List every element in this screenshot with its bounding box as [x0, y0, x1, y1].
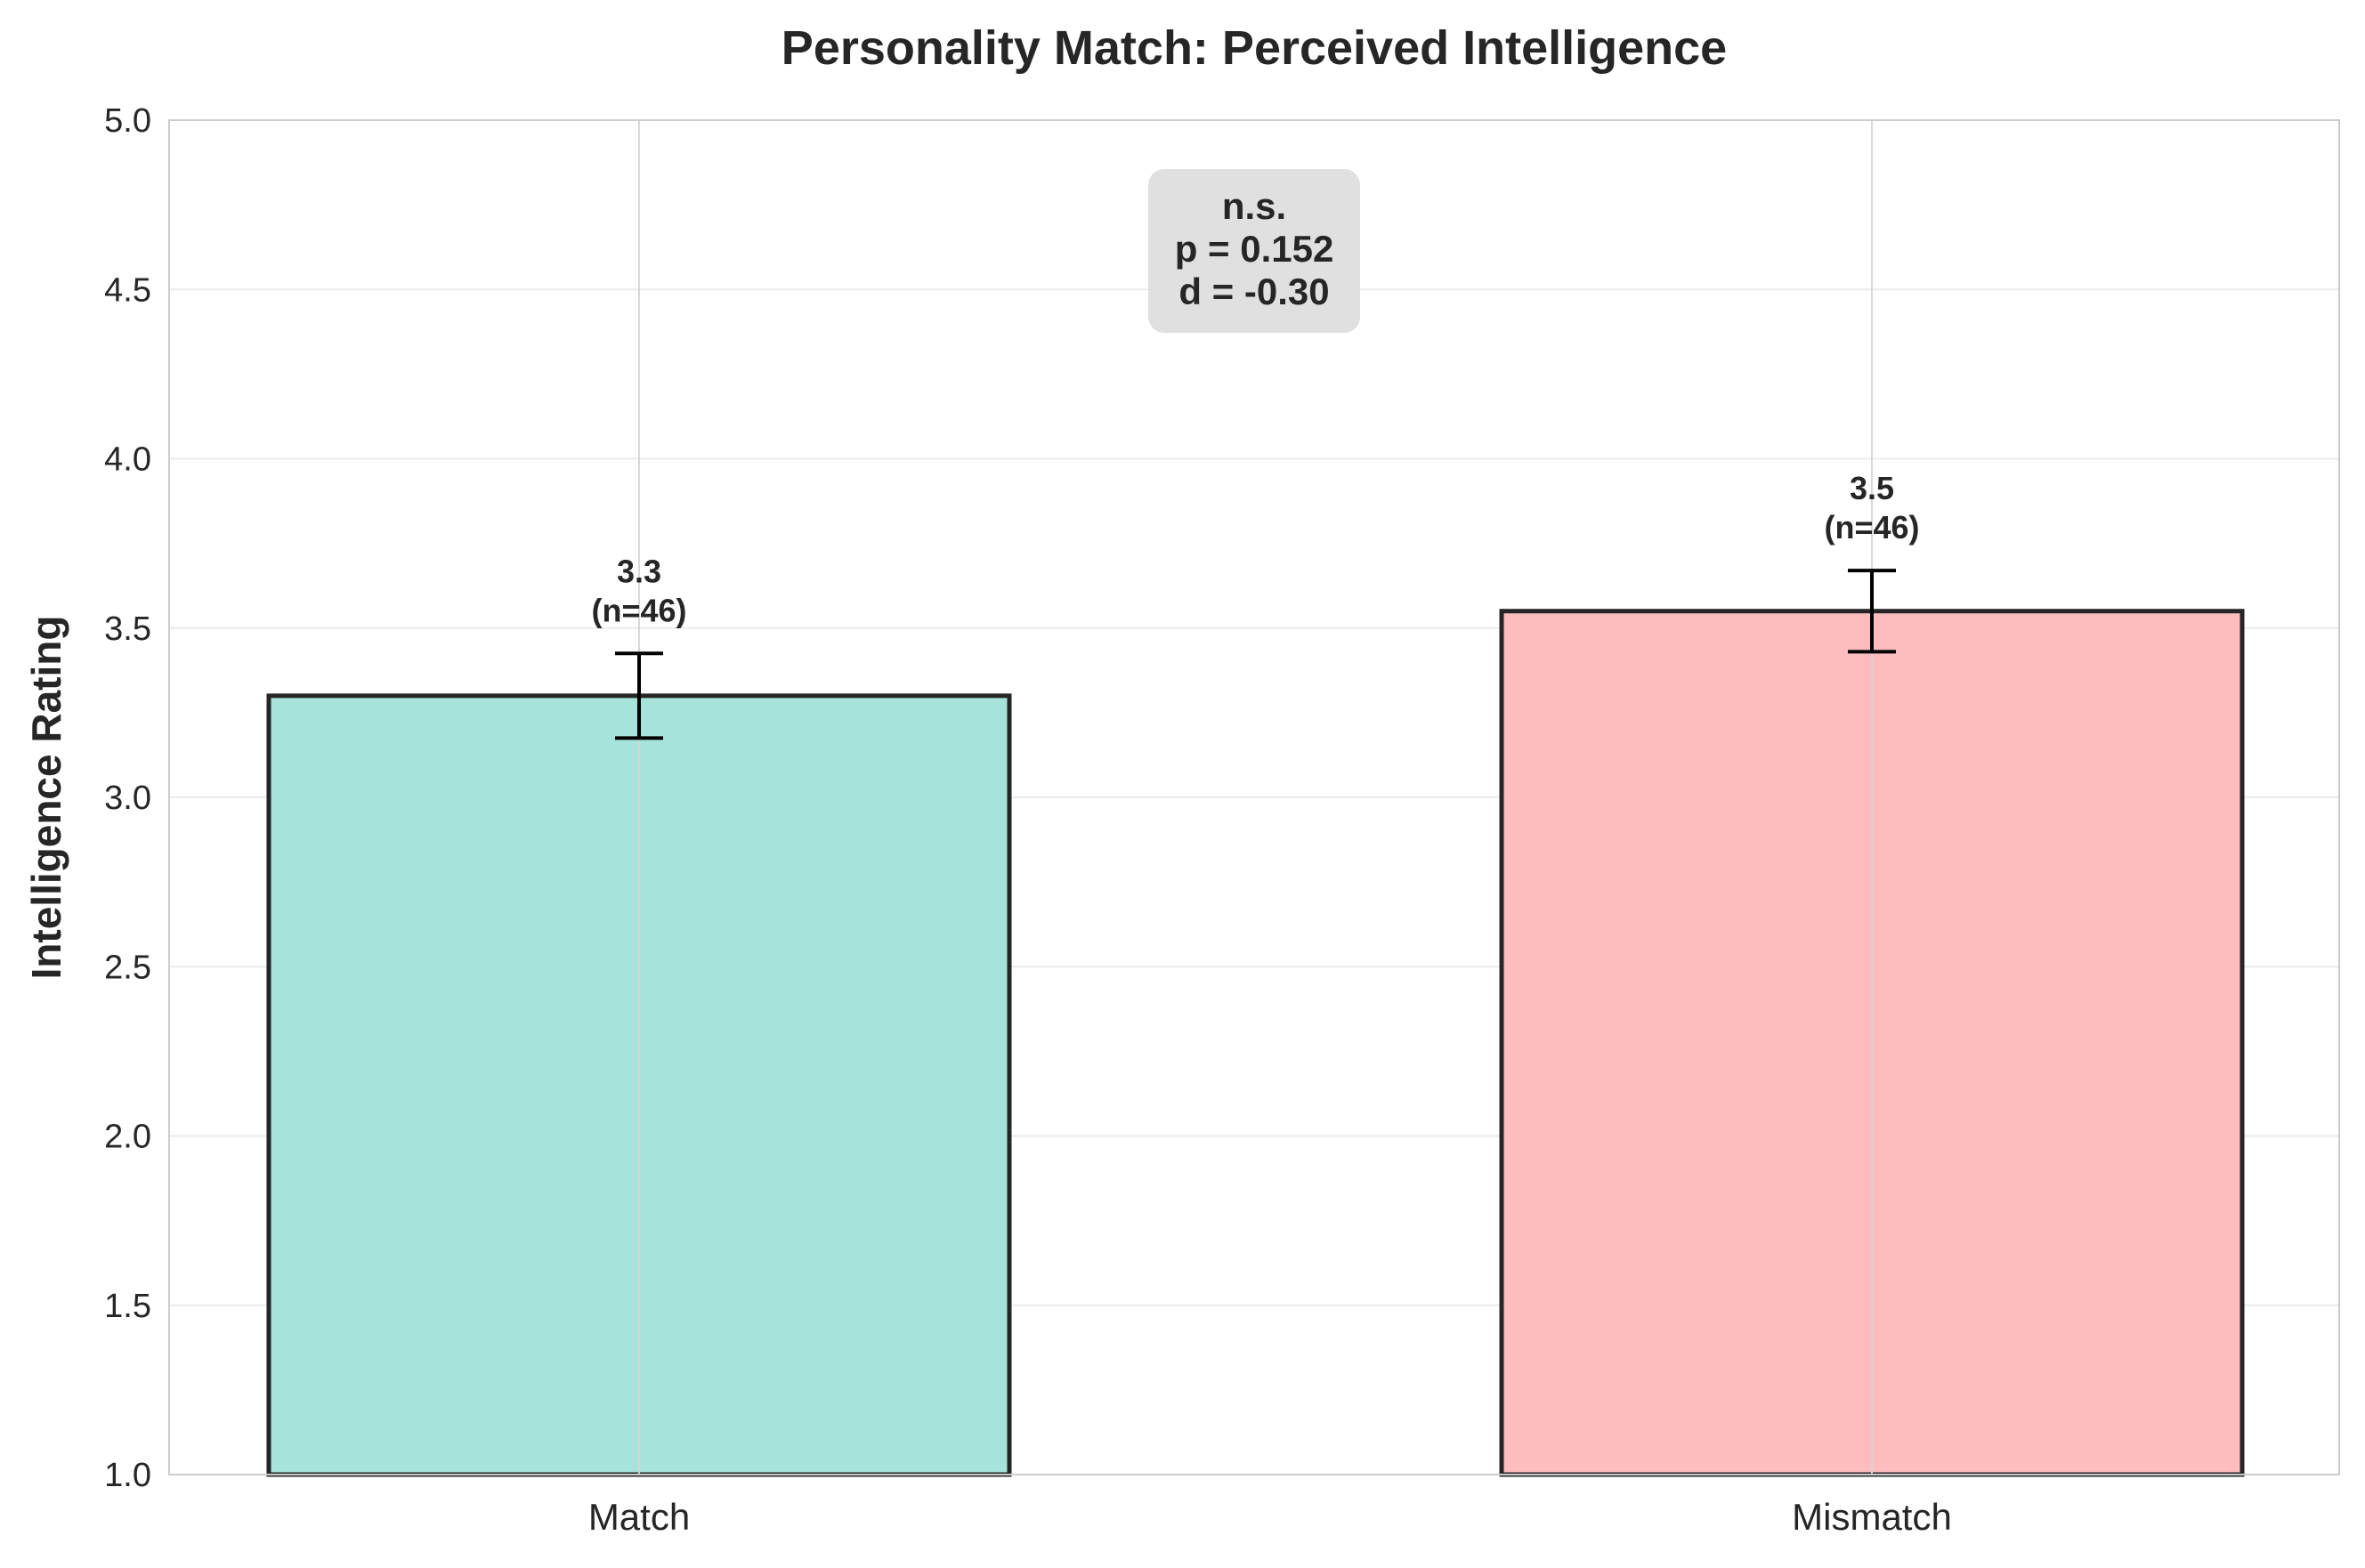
error-bar-match: [615, 651, 663, 740]
y-tick-label: 4.0: [104, 441, 151, 479]
y-axis-label: Intelligence Rating: [23, 616, 69, 980]
bar-n-label: (n=46): [1824, 509, 1919, 546]
y-tick-label: 3.5: [104, 610, 151, 648]
y-tick-label: 4.5: [104, 271, 151, 309]
bar-value-label: 3.3: [617, 553, 661, 589]
x-tick-label: Match: [588, 1496, 690, 1538]
y-tick-label: 2.0: [104, 1119, 151, 1156]
bar-n-label: (n=46): [591, 592, 686, 628]
stats-annotation-line-1: n.s.: [1222, 185, 1286, 227]
x-tick-label: Mismatch: [1792, 1496, 1952, 1538]
y-tick-label: 1.5: [104, 1288, 151, 1325]
stats-annotation-box: [1148, 169, 1360, 333]
y-tick-label: 2.5: [104, 949, 151, 986]
error-bars: [615, 569, 1896, 740]
vertical-gridlines: [638, 120, 1873, 1475]
stats-annotation: n.s. p = 0.152 d = -0.30: [1148, 169, 1360, 333]
bar-value-label: 3.5: [1850, 470, 1894, 506]
x-tick-labels: Match Mismatch: [588, 1496, 1952, 1538]
plot-frame: [168, 119, 2340, 1475]
stats-annotation-line-3: d = -0.30: [1178, 271, 1329, 312]
chart-title: Personality Match: Perceived Intelligenc…: [782, 21, 1727, 75]
y-tick-label: 3.0: [104, 780, 151, 817]
error-bar-mismatch: [1848, 569, 1896, 654]
y-tick-labels: 1.0 1.5 2.0 2.5 3.0 3.5 4.0 4.5 5.0: [104, 102, 151, 1494]
y-tick-label: 1.0: [104, 1457, 151, 1494]
stats-annotation-line-2: p = 0.152: [1175, 228, 1334, 270]
bar-value-labels: 3.3(n=46)3.5(n=46): [591, 470, 1919, 628]
y-tick-label: 5.0: [104, 102, 151, 140]
